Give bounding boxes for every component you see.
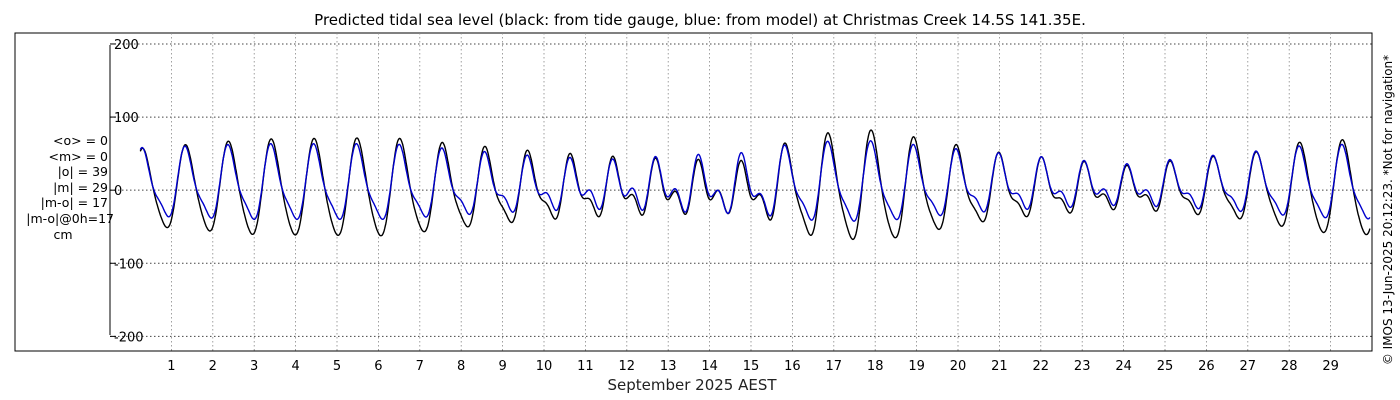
stat-mean-obs: <o> = 0 — [53, 133, 108, 148]
y-tick-label-0: -200 — [114, 330, 144, 345]
x-tick-label-26: 27 — [1240, 359, 1257, 374]
x-tick-label-19: 20 — [950, 359, 967, 374]
x-tick-label-8: 9 — [498, 359, 506, 374]
stats-panel: <o> = 0 <m> = 0 |o| = 39 |m| = 29 |m-o| … — [4, 133, 122, 242]
x-tick-label-1: 2 — [209, 359, 217, 374]
x-tick-label-16: 17 — [826, 359, 843, 374]
y-grid — [110, 43, 1372, 337]
stat-unit: cm — [53, 226, 73, 242]
x-tick-label-18: 19 — [908, 359, 925, 374]
x-tick-label-22: 23 — [1074, 359, 1091, 374]
x-tick-label-23: 24 — [1115, 359, 1132, 374]
y-tick-label-2: 0 — [114, 184, 122, 199]
x-tick-label-2: 3 — [250, 359, 258, 374]
y-tick-label-1: -100 — [114, 257, 144, 272]
y-tick-label-3: 100 — [114, 111, 139, 126]
series-line-model — [139, 140, 1371, 222]
x-tick-label-3: 4 — [291, 359, 299, 374]
series-layer — [139, 129, 1371, 241]
stat-abs-model: |m| = 29 — [53, 179, 108, 195]
x-tick-label-24: 25 — [1157, 359, 1174, 374]
x-tick-label-13: 14 — [701, 359, 718, 374]
x-ticks: 1 2 3 4 5 6 7 8 9 10 11 12 13 14 15 16 17 18 19 20 21 22 23 24 2… — [167, 359, 1339, 374]
x-tick-label-4: 5 — [333, 359, 341, 374]
x-tick-label-0: 1 — [167, 359, 175, 374]
x-tick-label-21: 22 — [1033, 359, 1050, 374]
chart-title: Predicted tidal sea level (black: from t… — [314, 11, 1086, 29]
stat-abs-obs: |o| = 39 — [57, 164, 108, 180]
x-tick-label-6: 7 — [416, 359, 424, 374]
x-tick-label-5: 6 — [374, 359, 382, 374]
x-tick-label-10: 11 — [577, 359, 594, 374]
x-grid — [170, 33, 1331, 351]
x-tick-label-14: 15 — [743, 359, 760, 374]
x-tick-label-7: 8 — [457, 359, 465, 374]
x-tick-label-28: 29 — [1322, 359, 1339, 374]
copyright-note: © IMOS 13-Jun-2025 20:12:23. *Not for na… — [1381, 55, 1395, 365]
stat-abs-diff: |m-o| = 17 — [40, 195, 108, 211]
stat-abs-diff-0h: |m-o|@0h=17 — [26, 210, 114, 226]
x-axis-label: September 2025 AEST — [607, 376, 777, 394]
y-tick-label-4: 200 — [114, 38, 139, 53]
stat-mean-model: <m> = 0 — [48, 148, 109, 164]
series-line-gauge — [139, 129, 1371, 241]
y-ticks: -200 -100 0 100 200 — [110, 38, 144, 345]
x-tick-label-15: 16 — [784, 359, 801, 374]
x-tick-label-17: 18 — [867, 359, 884, 374]
x-tick-label-20: 21 — [991, 359, 1008, 374]
x-tick-label-27: 28 — [1281, 359, 1298, 374]
x-tick-label-11: 12 — [619, 359, 636, 374]
x-tick-label-12: 13 — [660, 359, 677, 374]
x-tick-label-9: 10 — [536, 359, 553, 374]
x-tick-label-25: 26 — [1198, 359, 1215, 374]
outer-frame — [14, 32, 1373, 352]
